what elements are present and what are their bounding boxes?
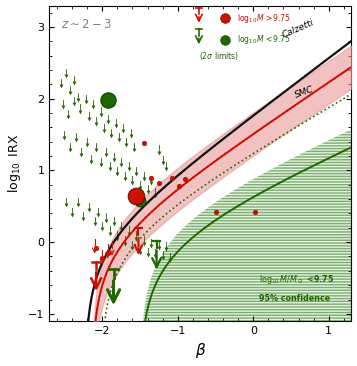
Text: SMC: SMC	[294, 85, 316, 100]
Text: 95% confidence: 95% confidence	[259, 294, 331, 303]
Y-axis label: $\log_{10}$ IRX: $\log_{10}$ IRX	[6, 134, 22, 193]
Text: $\log_{10}M>9.75$: $\log_{10}M>9.75$	[237, 12, 290, 25]
Text: $\log_{10}M<9.75$: $\log_{10}M<9.75$	[237, 33, 290, 46]
Text: $\log_{10}M/M_\odot$ <9.75: $\log_{10}M/M_\odot$ <9.75	[259, 273, 335, 286]
Text: Calzetti: Calzetti	[281, 18, 316, 40]
Text: $z$$\sim$$2-3$: $z$$\sim$$2-3$	[61, 18, 112, 31]
Text: (2$\sigma$ limits): (2$\sigma$ limits)	[199, 50, 239, 62]
X-axis label: $\beta$: $\beta$	[195, 341, 206, 361]
